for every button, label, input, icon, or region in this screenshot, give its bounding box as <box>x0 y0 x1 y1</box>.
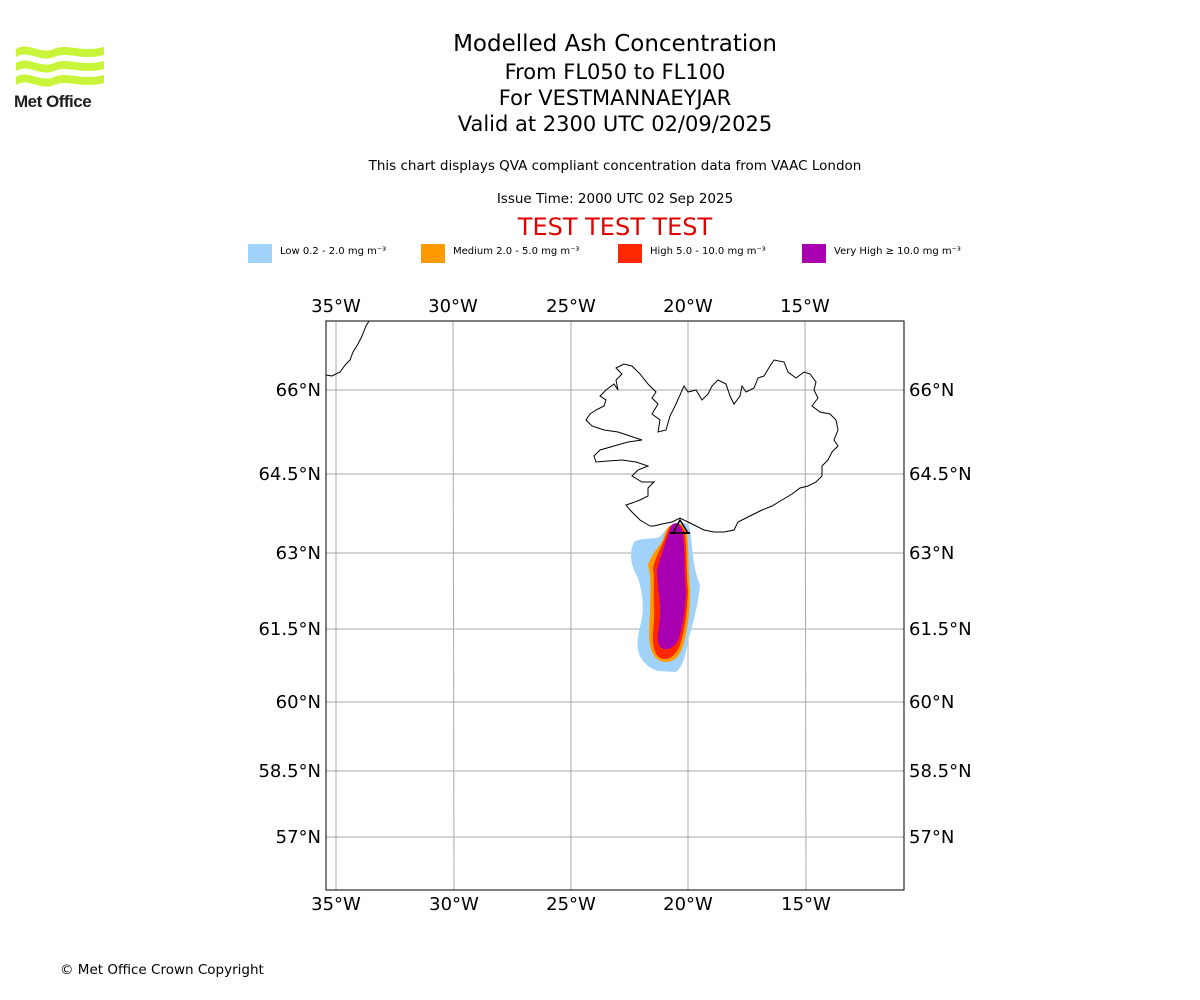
legend-label-medium: Medium 2.0 - 5.0 mg m⁻³ <box>453 246 580 257</box>
lon-label: 25°W <box>546 296 596 317</box>
lat-label: 63°N <box>276 543 321 564</box>
lat-label: 64.5°N <box>258 464 321 485</box>
lat-label: 58.5°N <box>258 761 321 782</box>
lat-label: 57°N <box>276 827 321 848</box>
map-gridlines <box>326 321 904 890</box>
ash-plume <box>631 522 700 672</box>
lat-label: 61.5°N <box>258 619 321 640</box>
lat-label: 60°N <box>276 692 321 713</box>
lat-labels-right: 66°N 64.5°N 63°N 61.5°N 60°N 58.5°N 57°N <box>909 380 972 848</box>
lon-label: 15°W <box>781 894 831 915</box>
greenland-coastline <box>326 321 370 377</box>
issue-time: Issue Time: 2000 UTC 02 Sep 2025 <box>496 191 734 207</box>
chart-titles: Modelled Ash Concentration From FL050 to… <box>315 30 915 137</box>
lat-labels-left: 66°N 64.5°N 63°N 61.5°N 60°N 58.5°N 57°N <box>258 380 321 848</box>
test-banner: TEST TEST TEST <box>517 213 713 241</box>
legend-swatch-low <box>248 244 272 263</box>
flight-levels: From FL050 to FL100 <box>504 60 726 84</box>
volcano-name: For VESTMANNAEYJAR <box>498 86 732 110</box>
lon-labels-bottom: 35°W 30°W 25°W 20°W 15°W <box>311 894 831 915</box>
legend-label-high: High 5.0 - 10.0 mg m⁻³ <box>650 246 766 257</box>
lat-label: 61.5°N <box>909 619 972 640</box>
lat-label: 66°N <box>276 380 321 401</box>
chart-title: Modelled Ash Concentration <box>453 31 777 57</box>
legend-swatch-very-high <box>802 244 826 263</box>
ash-plume-very-high <box>657 523 686 650</box>
lon-label: 25°W <box>546 894 596 915</box>
lon-label: 20°W <box>663 296 713 317</box>
copyright-notice: © Met Office Crown Copyright <box>60 962 264 978</box>
legend-swatch-medium <box>421 244 445 263</box>
concentration-legend: Low 0.2 - 2.0 mg m⁻³ Medium 2.0 - 5.0 mg… <box>0 244 1200 264</box>
compliance-note: This chart displays QVA compliant concen… <box>368 158 862 174</box>
lon-label: 30°W <box>428 296 478 317</box>
lon-label: 15°W <box>780 296 830 317</box>
legend-swatch-high <box>618 244 642 263</box>
legend-label-very-high: Very High ≥ 10.0 mg m⁻³ <box>834 246 961 257</box>
valid-time: Valid at 2300 UTC 02/09/2025 <box>457 112 773 136</box>
lon-label: 30°W <box>429 894 479 915</box>
lat-label: 58.5°N <box>909 761 972 782</box>
map-frame <box>325 320 905 891</box>
lon-label: 35°W <box>311 894 361 915</box>
met-office-wordmark: Met Office <box>14 92 92 111</box>
iceland-coastline <box>585 359 839 533</box>
lat-label: 63°N <box>909 543 954 564</box>
volcano-triangle-icon <box>670 518 690 534</box>
lat-label: 64.5°N <box>909 464 972 485</box>
lat-label: 57°N <box>909 827 954 848</box>
lat-label: 66°N <box>909 380 954 401</box>
met-office-logo-icon <box>16 46 104 87</box>
lon-labels-top: 35°W 30°W 25°W 20°W 15°W <box>311 296 830 317</box>
lon-label: 35°W <box>311 296 361 317</box>
lat-label: 60°N <box>909 692 954 713</box>
legend-label-low: Low 0.2 - 2.0 mg m⁻³ <box>280 246 387 257</box>
lon-label: 20°W <box>663 894 713 915</box>
